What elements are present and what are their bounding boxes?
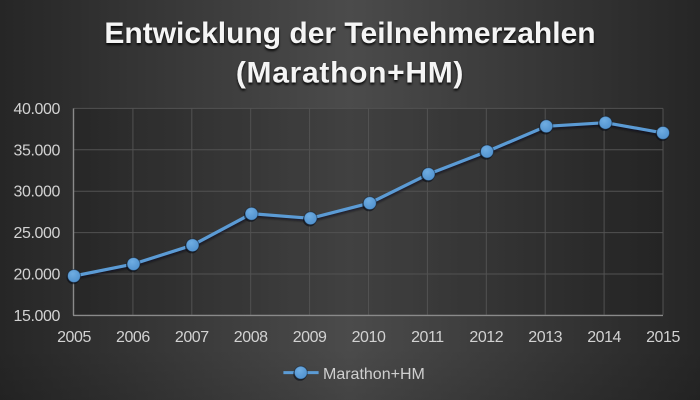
svg-text:Entwicklung der Teilnehmerzahl: Entwicklung der Teilnehmerzahlen bbox=[104, 17, 595, 50]
svg-text:2015: 2015 bbox=[646, 329, 680, 346]
svg-text:2013: 2013 bbox=[528, 329, 562, 346]
svg-text:15.000: 15.000 bbox=[13, 308, 60, 325]
svg-text:2008: 2008 bbox=[234, 329, 268, 346]
svg-text:35.000: 35.000 bbox=[13, 142, 60, 159]
svg-text:Marathon+HM: Marathon+HM bbox=[323, 366, 425, 383]
svg-text:2010: 2010 bbox=[352, 329, 386, 346]
svg-text:2011: 2011 bbox=[411, 329, 444, 346]
svg-text:2009: 2009 bbox=[293, 329, 327, 346]
svg-text:20.000: 20.000 bbox=[13, 267, 60, 284]
svg-text:(Marathon+HM): (Marathon+HM) bbox=[236, 57, 464, 90]
svg-text:2006: 2006 bbox=[116, 329, 150, 346]
svg-text:2012: 2012 bbox=[469, 329, 503, 346]
svg-text:40.000: 40.000 bbox=[13, 101, 60, 118]
svg-text:2014: 2014 bbox=[587, 329, 621, 346]
svg-text:25.000: 25.000 bbox=[13, 225, 60, 242]
svg-text:2005: 2005 bbox=[57, 329, 91, 346]
svg-text:30.000: 30.000 bbox=[13, 184, 60, 201]
svg-text:2007: 2007 bbox=[175, 329, 209, 346]
